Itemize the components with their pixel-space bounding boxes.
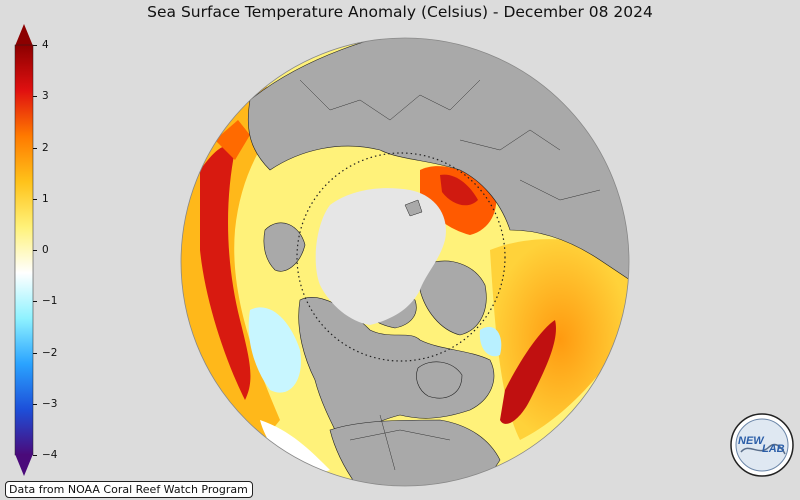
colorbar-tick-mark: [33, 45, 37, 46]
colorbar-tick-label: 4: [42, 39, 49, 51]
globe-outline: [180, 37, 630, 487]
colorbar-max-arrow: [15, 24, 33, 46]
map-title: Sea Surface Temperature Anomaly (Celsius…: [147, 3, 653, 21]
north-america-south: [329, 419, 501, 486]
colorbar-gradient: [14, 44, 34, 456]
arctic-circle: [296, 152, 506, 362]
colorbar-tick-label: −2: [42, 346, 58, 359]
colorbar-scale: [14, 24, 34, 476]
colorbar-tick-mark: [33, 403, 37, 405]
north-america-land: [298, 297, 495, 441]
svg-text:LAB: LAB: [762, 443, 785, 455]
colorbar: [14, 24, 34, 482]
pacific-cool-patch: [248, 307, 301, 393]
colorbar-tick-mark: [33, 352, 37, 354]
colorbar-tick-mark: [33, 96, 37, 98]
pacific-white-patch: [260, 420, 330, 480]
colorbar-tick-mark: [33, 250, 37, 251]
colorbar-tick-mark: [33, 455, 37, 456]
country-borders: [299, 79, 601, 471]
alaska-land: [263, 222, 306, 272]
colorbar-tick-label: −4: [42, 449, 58, 461]
svalbard-land: [404, 199, 423, 217]
data-credit: Data from NOAA Coral Reef Watch Program: [5, 481, 253, 498]
colorbar-tick-label: −3: [42, 397, 58, 410]
colorbar-tick-label: −1: [42, 295, 58, 308]
colorbar-tick-label: 3: [42, 90, 49, 103]
colorbar-tick-label: 0: [42, 244, 49, 256]
colorbar-tick-label: 2: [42, 141, 49, 154]
svg-text:NEW: NEW: [738, 435, 765, 447]
colorbar-min-arrow: [15, 454, 33, 476]
colorbar-tick-mark: [33, 147, 37, 149]
colorbar-tick-label: 1: [42, 192, 49, 205]
newlab-logo: NEW LAB: [730, 413, 794, 477]
colorbar-tick-mark: [33, 301, 37, 303]
eurasia-land: [247, 38, 629, 281]
barents-hot-core: [440, 174, 478, 206]
labrador-cool: [479, 326, 502, 357]
colorbar-tick-mark: [33, 198, 37, 200]
pacific-hot-streak: [200, 146, 251, 400]
atlantic-hot-streak: [500, 320, 556, 424]
hudson-bay-outline: [416, 361, 463, 399]
pacific-hot-streak-2: [215, 120, 250, 160]
greenland-land: [419, 260, 487, 336]
arctic-sea-ice: [315, 188, 446, 325]
